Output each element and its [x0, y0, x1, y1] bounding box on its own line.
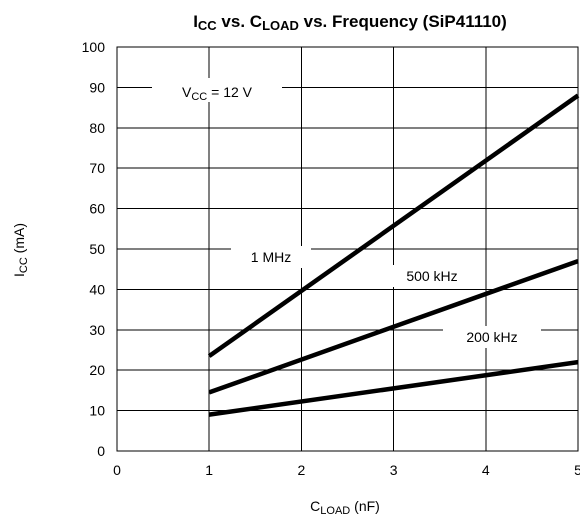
y-tick-label: 20: [89, 362, 105, 378]
series-label-500-khz: 500 kHz: [406, 268, 457, 284]
x-tick-label: 2: [298, 462, 306, 478]
y-tick-label: 90: [89, 79, 105, 95]
y-tick-label: 30: [89, 322, 105, 338]
x-tick-label: 4: [482, 462, 490, 478]
label-layer: 1 MHz 500 kHz 200 kHz VCC = 12 V: [152, 78, 541, 348]
plot-frame: [116, 46, 579, 452]
series-label-200-khz: 200 kHz: [466, 329, 517, 345]
series-label-bg: [231, 246, 311, 268]
chart-title: ICC vs. CLOAD vs. Frequency (SiP41110): [193, 12, 507, 33]
grid-layer: [116, 46, 579, 452]
y-tick-label: 50: [89, 241, 105, 257]
series-layer: [207, 93, 580, 417]
series-label-bg: [383, 265, 481, 287]
y-tick-label: 60: [89, 201, 105, 217]
annotation-bg: [152, 78, 282, 102]
x-tick-label: 0: [113, 462, 121, 478]
x-tick-label: 3: [390, 462, 398, 478]
x-tick-label: 1: [205, 462, 213, 478]
annotation-vcc: VCC = 12 V: [182, 84, 253, 103]
x-tick-label: 5: [574, 462, 580, 478]
y-tick-label: 0: [97, 443, 105, 459]
series-label-bg: [443, 326, 541, 348]
y-tick-label: 100: [82, 39, 106, 55]
tick-layer: 0 10 20 30 40 50 60 70 80 90 100 0 1 2 3 4 5: [82, 39, 580, 478]
y-axis-label: ICC (mA): [11, 223, 30, 277]
series-line-200-khz: [208, 359, 579, 417]
y-tick-label: 40: [89, 281, 105, 297]
x-axis-label: CLOAD (nF): [310, 498, 380, 517]
series-label-1-mhz: 1 MHz: [251, 249, 291, 265]
series-line-500-khz: [208, 259, 579, 395]
y-tick-label: 10: [89, 403, 105, 419]
y-tick-label: 80: [89, 120, 105, 136]
series-line-1-mhz: [207, 93, 580, 358]
y-tick-label: 70: [89, 160, 105, 176]
